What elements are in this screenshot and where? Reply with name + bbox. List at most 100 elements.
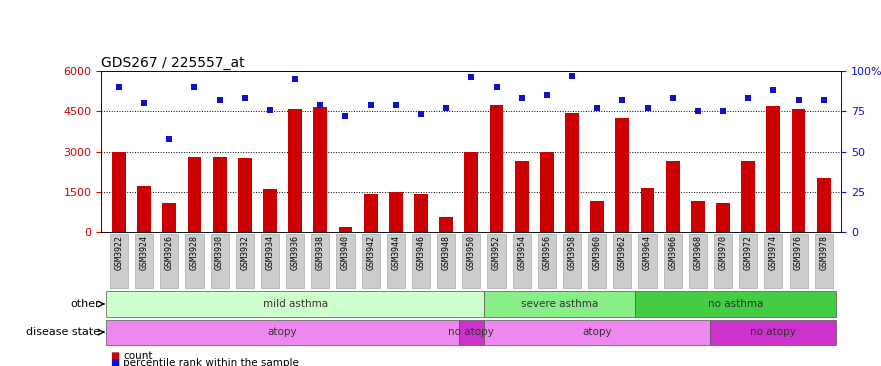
Text: no atopy: no atopy (448, 327, 494, 337)
FancyBboxPatch shape (635, 291, 836, 317)
Text: GDS267 / 225557_at: GDS267 / 225557_at (101, 56, 245, 70)
FancyBboxPatch shape (537, 234, 556, 288)
Text: GSM3936: GSM3936 (291, 235, 300, 270)
Bar (565, 113, 579, 232)
Bar (162, 202, 176, 232)
Text: GSM3924: GSM3924 (139, 235, 149, 270)
Point (188, 84, 202, 90)
Bar (364, 194, 378, 232)
Point (238, 96, 252, 101)
Point (817, 97, 831, 103)
FancyBboxPatch shape (639, 234, 656, 288)
Text: GSM3974: GSM3974 (769, 235, 778, 270)
Bar (741, 161, 755, 232)
FancyBboxPatch shape (765, 234, 782, 288)
FancyBboxPatch shape (463, 234, 480, 288)
FancyBboxPatch shape (513, 234, 530, 288)
Point (741, 96, 755, 101)
Point (137, 100, 152, 106)
Bar (389, 192, 403, 232)
Text: GSM3978: GSM3978 (819, 235, 828, 270)
Bar (490, 105, 503, 232)
Bar (515, 161, 529, 232)
FancyBboxPatch shape (815, 234, 833, 288)
Bar (238, 158, 252, 232)
Bar (691, 201, 705, 232)
Text: count: count (123, 351, 152, 361)
FancyBboxPatch shape (589, 234, 606, 288)
Point (288, 76, 302, 82)
Point (565, 73, 579, 79)
Text: GSM3940: GSM3940 (341, 235, 350, 270)
Point (691, 108, 705, 114)
Point (791, 97, 805, 103)
Point (515, 96, 529, 101)
Text: no atopy: no atopy (751, 327, 796, 337)
FancyBboxPatch shape (484, 291, 635, 317)
Text: GSM3968: GSM3968 (693, 235, 702, 270)
FancyBboxPatch shape (311, 234, 329, 288)
Text: GSM3966: GSM3966 (668, 235, 677, 270)
Point (212, 97, 226, 103)
Text: GSM3928: GSM3928 (190, 235, 199, 270)
Point (439, 105, 453, 111)
FancyBboxPatch shape (412, 234, 430, 288)
Text: GSM3964: GSM3964 (643, 235, 652, 270)
Text: GSM3972: GSM3972 (744, 235, 752, 270)
Text: GSM3970: GSM3970 (719, 235, 728, 270)
FancyBboxPatch shape (459, 320, 484, 345)
FancyBboxPatch shape (714, 234, 732, 288)
FancyBboxPatch shape (437, 234, 455, 288)
FancyBboxPatch shape (236, 234, 254, 288)
Bar (338, 227, 352, 232)
Point (615, 97, 629, 103)
Text: GSM3922: GSM3922 (115, 235, 123, 270)
FancyBboxPatch shape (261, 234, 279, 288)
FancyBboxPatch shape (710, 320, 836, 345)
Text: severe asthma: severe asthma (521, 299, 598, 309)
Text: GSM3976: GSM3976 (794, 235, 803, 270)
FancyBboxPatch shape (789, 234, 808, 288)
Point (314, 102, 328, 108)
Point (716, 108, 730, 114)
FancyBboxPatch shape (689, 234, 707, 288)
Bar (464, 152, 478, 232)
Bar (666, 161, 679, 232)
Text: GSM3948: GSM3948 (441, 235, 451, 270)
Point (766, 87, 781, 93)
Bar (288, 109, 302, 232)
Point (338, 113, 352, 119)
Point (590, 105, 604, 111)
Bar (188, 157, 202, 232)
Text: GSM3932: GSM3932 (241, 235, 249, 270)
Text: GSM3952: GSM3952 (492, 235, 501, 270)
Bar (590, 201, 604, 232)
Bar (766, 106, 781, 232)
Text: GSM3962: GSM3962 (618, 235, 627, 270)
Text: GSM3942: GSM3942 (366, 235, 375, 270)
Bar (817, 178, 831, 232)
Bar (792, 109, 805, 232)
FancyBboxPatch shape (387, 234, 405, 288)
Text: GSM3944: GSM3944 (391, 235, 400, 270)
Point (490, 84, 504, 90)
Point (162, 136, 176, 142)
Bar (263, 189, 277, 232)
Bar (212, 157, 226, 232)
Point (364, 102, 378, 108)
Point (389, 102, 403, 108)
Bar (716, 202, 730, 232)
Text: GSM3934: GSM3934 (265, 235, 275, 270)
FancyBboxPatch shape (613, 234, 632, 288)
Text: GSM3930: GSM3930 (215, 235, 224, 270)
FancyBboxPatch shape (211, 234, 229, 288)
Bar (616, 118, 629, 232)
Bar (540, 152, 554, 232)
FancyBboxPatch shape (484, 320, 710, 345)
Text: percentile rank within the sample: percentile rank within the sample (123, 358, 300, 366)
Text: no asthma: no asthma (708, 299, 763, 309)
Text: ■: ■ (110, 351, 119, 361)
FancyBboxPatch shape (160, 234, 178, 288)
FancyBboxPatch shape (663, 234, 682, 288)
Text: mild asthma: mild asthma (263, 299, 328, 309)
